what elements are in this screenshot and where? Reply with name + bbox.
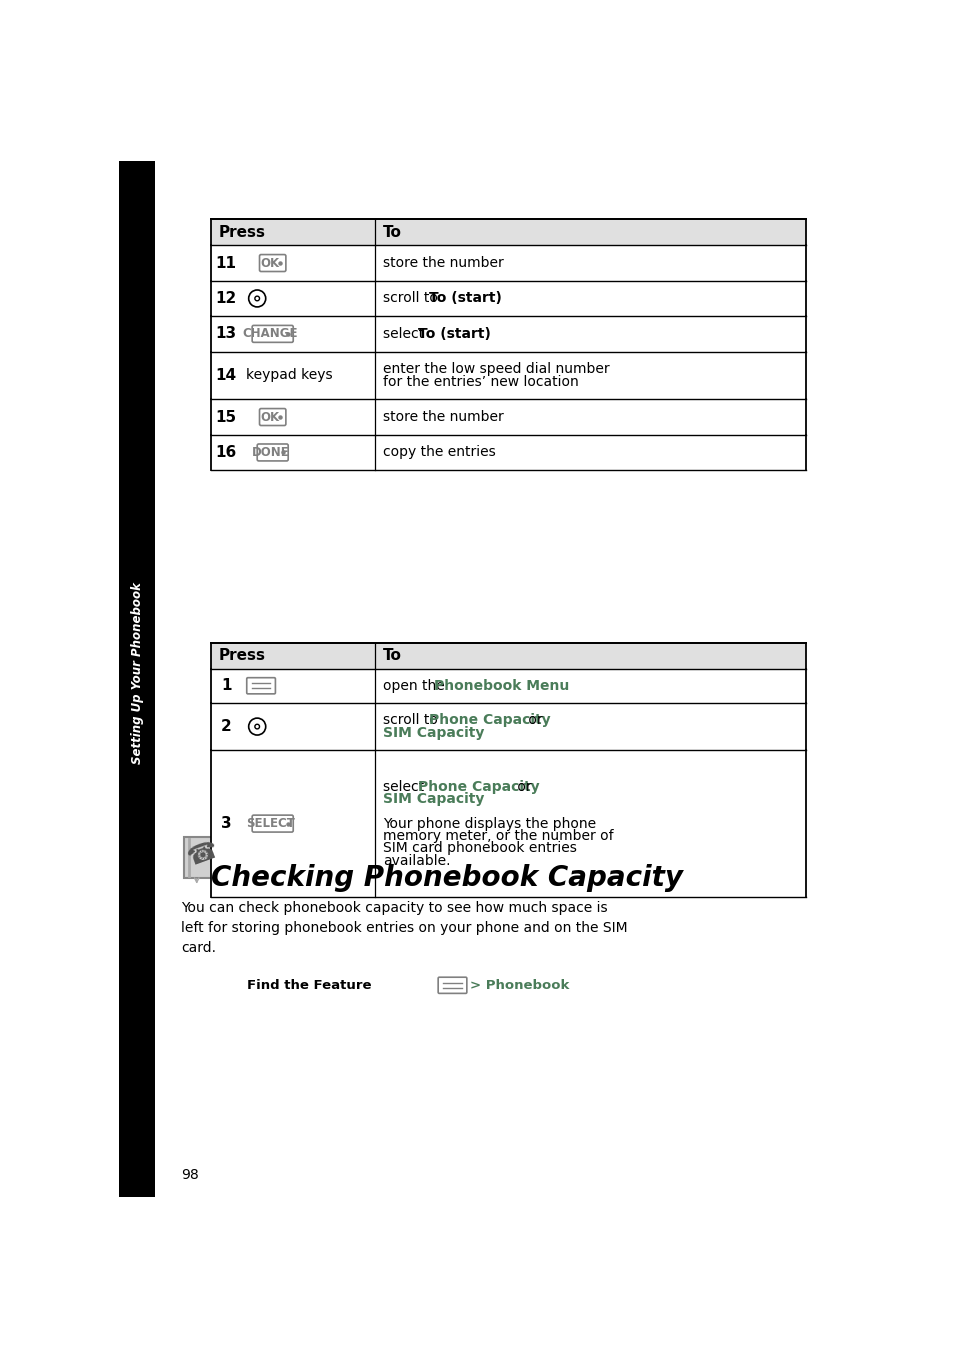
Text: or: or	[513, 780, 531, 794]
FancyBboxPatch shape	[259, 254, 286, 272]
Circle shape	[254, 724, 259, 729]
Bar	[211, 702, 805, 751]
Text: for the entries’ new location: for the entries’ new location	[382, 375, 578, 389]
Text: 14: 14	[215, 369, 236, 383]
Text: CHANGE: CHANGE	[242, 327, 297, 340]
Text: keypad keys: keypad keys	[245, 369, 332, 382]
Text: 11: 11	[215, 256, 236, 270]
Text: To: To	[382, 648, 401, 663]
Text: 2: 2	[220, 720, 232, 734]
FancyBboxPatch shape	[252, 815, 293, 833]
Text: SIM Capacity: SIM Capacity	[382, 792, 483, 806]
Text: memory meter, or the number of: memory meter, or the number of	[382, 829, 613, 843]
Text: select: select	[382, 327, 428, 340]
Text: available.: available.	[382, 854, 450, 868]
Text: ☎: ☎	[184, 838, 221, 872]
Text: OK: OK	[260, 410, 279, 424]
Text: Checking Phonebook Capacity: Checking Phonebook Capacity	[211, 865, 682, 893]
Bar	[211, 399, 805, 434]
Bar	[211, 316, 805, 351]
Circle shape	[249, 718, 266, 736]
Text: > Phonebook: > Phonebook	[469, 979, 568, 991]
Bar	[211, 219, 805, 245]
Text: You can check phonebook capacity to see how much space is
left for storing phone: You can check phonebook capacity to see …	[181, 901, 627, 955]
Text: Press: Press	[218, 648, 265, 663]
Text: SIM Capacity: SIM Capacity	[382, 726, 483, 740]
Text: 1: 1	[221, 678, 232, 693]
Text: 98: 98	[181, 1169, 199, 1182]
Text: Find the Feature: Find the Feature	[247, 979, 372, 991]
FancyBboxPatch shape	[259, 409, 286, 425]
Text: Press: Press	[218, 225, 265, 239]
Text: Your phone displays the phone: Your phone displays the phone	[382, 816, 596, 831]
Text: 12: 12	[215, 291, 236, 305]
Text: Setting Up Your Phonebook: Setting Up Your Phonebook	[131, 582, 143, 764]
Text: store the number: store the number	[382, 256, 503, 270]
FancyBboxPatch shape	[247, 678, 275, 694]
Bar	[211, 245, 805, 281]
Text: SELECT: SELECT	[246, 818, 294, 830]
Bar	[211, 751, 805, 897]
FancyBboxPatch shape	[183, 838, 227, 877]
Text: copy the entries: copy the entries	[382, 445, 495, 460]
Text: 13: 13	[215, 327, 236, 342]
Text: To (start): To (start)	[429, 292, 501, 305]
Text: store the number: store the number	[382, 410, 503, 424]
Text: 15: 15	[215, 409, 236, 425]
Text: Phone Capacity: Phone Capacity	[418, 780, 539, 794]
Bar	[211, 643, 805, 668]
Text: To (start): To (start)	[418, 327, 491, 340]
Bar	[119, 161, 154, 1197]
Text: or: or	[523, 713, 541, 728]
Circle shape	[254, 296, 259, 301]
Text: SIM card phonebook entries: SIM card phonebook entries	[382, 841, 576, 855]
Text: scroll to: scroll to	[382, 713, 441, 728]
FancyBboxPatch shape	[252, 325, 293, 343]
Bar	[211, 668, 805, 702]
Circle shape	[249, 291, 266, 307]
Text: open the: open the	[382, 679, 449, 693]
Text: DONE: DONE	[252, 447, 289, 459]
Text: select: select	[382, 780, 428, 794]
Bar	[211, 281, 805, 316]
Text: To: To	[382, 225, 401, 239]
Text: OK: OK	[260, 257, 279, 269]
Bar	[211, 351, 805, 399]
Text: scroll to: scroll to	[382, 292, 441, 305]
FancyBboxPatch shape	[257, 444, 288, 461]
Text: 16: 16	[215, 445, 236, 460]
FancyBboxPatch shape	[437, 978, 466, 994]
Bar	[211, 434, 805, 471]
FancyArrowPatch shape	[194, 878, 199, 882]
Text: Phone Capacity: Phone Capacity	[429, 713, 550, 728]
Text: 3: 3	[221, 816, 232, 831]
Text: Phonebook Menu: Phonebook Menu	[434, 679, 569, 693]
Text: enter the low speed dial number: enter the low speed dial number	[382, 362, 609, 377]
